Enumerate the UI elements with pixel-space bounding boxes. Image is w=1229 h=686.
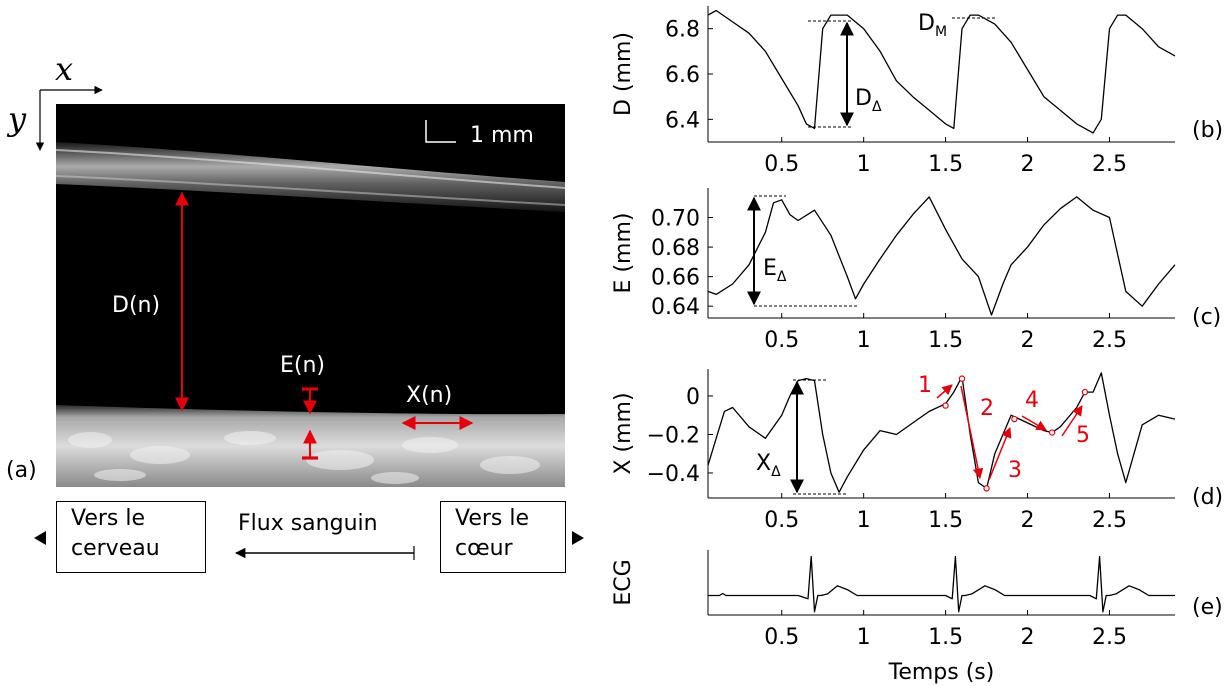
displacement-x-tick-label: 2.5 <box>1092 508 1127 533</box>
diameter-y-label: D (mm) <box>611 32 636 116</box>
displacement-y-tick-label: −0.2 <box>647 423 700 448</box>
ecg-trace <box>708 555 1175 613</box>
displacement-y-tick-label: −0.4 <box>647 462 700 487</box>
thickness-y-tick-label: 0.70 <box>651 207 700 232</box>
displacement-y-label: X (mm) <box>611 392 636 474</box>
thickness-y-label: E (mm) <box>611 213 636 294</box>
step-3-arrow <box>988 427 1012 481</box>
toward-heart-box: Vers le cœur <box>440 501 566 573</box>
label-E: E(n) <box>280 353 325 378</box>
scale-bar-label: 1 mm <box>470 123 534 148</box>
thickness-x-tick-label: 2 <box>1021 328 1035 353</box>
step-1-arrow <box>936 384 953 399</box>
thickness-y-tick-label: 0.64 <box>651 295 700 320</box>
step-2-arrow <box>960 385 984 480</box>
displacement-x-tick-label: 1.5 <box>928 508 963 533</box>
thickness-x-tick-label: 0.5 <box>764 328 799 353</box>
diameter-y-tick-label: 6.8 <box>665 18 700 43</box>
diameter-x-tick-label: 1.5 <box>928 152 963 177</box>
ecg-x-tick-label: 1.5 <box>928 625 963 650</box>
ecg-x-label: Temps (s) <box>888 660 995 685</box>
step-4-label: 4 <box>1025 388 1039 413</box>
displacement-y-tick-label: 0 <box>686 385 700 410</box>
displacement-x-tick-label: 1 <box>857 508 871 533</box>
toward-heart-line1: Vers le <box>455 506 530 531</box>
diameter-trace <box>707 9 1176 134</box>
thickness-x-tick-label: 2.5 <box>1092 328 1127 353</box>
d-delta-label: DΔ <box>855 86 882 115</box>
panel-label-a: (a) <box>6 458 37 483</box>
step-1-label: 1 <box>918 373 932 398</box>
panel-label-c: (c) <box>1192 305 1221 330</box>
displacement-marked-point <box>942 402 949 409</box>
panel-label-b: (b) <box>1192 118 1223 143</box>
thickness-trace <box>707 196 1176 316</box>
left-direction-arrow <box>34 531 46 545</box>
step-3-label: 3 <box>1008 458 1022 483</box>
toward-brain-line1: Vers le <box>71 506 146 531</box>
toward-heart-line2: cœur <box>455 536 513 561</box>
thickness-y-tick-label: 0.66 <box>651 266 700 291</box>
displacement-marked-point <box>983 485 990 492</box>
displacement-trace <box>707 372 1176 493</box>
axis-y-label: y <box>6 100 27 138</box>
step-5-label: 5 <box>1076 423 1090 448</box>
ecg-x-tick-label: 2 <box>1021 625 1035 650</box>
toward-brain-box: Vers le cerveau <box>56 501 206 573</box>
ecg-x-tick-label: 2.5 <box>1092 625 1127 650</box>
thickness-x-tick-label: 1.5 <box>928 328 963 353</box>
displacement-marked-point <box>1048 429 1056 436</box>
displacement-x-tick-label: 2 <box>1021 508 1035 533</box>
cycle-steps: 1 2 3 4 5 <box>918 373 1090 483</box>
diameter-y-tick-label: 6.4 <box>665 108 700 133</box>
ecg-x-tick-label: 1 <box>857 625 871 650</box>
toward-brain-line2: cerveau <box>71 536 160 561</box>
step-4-arrow <box>1021 415 1047 431</box>
displacement-marked-point <box>1081 388 1089 396</box>
right-direction-arrow <box>572 531 584 545</box>
thickness-y-tick-label: 0.68 <box>651 236 700 261</box>
scale-bar <box>425 120 456 143</box>
diameter-x-tick-label: 2 <box>1021 152 1035 177</box>
diameter-x-tick-label: 0.5 <box>764 152 799 177</box>
e-delta-label: EΔ <box>763 256 787 285</box>
diameter-x-tick-label: 2.5 <box>1092 152 1127 177</box>
d-max-label: DM <box>918 11 947 40</box>
diameter-x-tick-label: 1 <box>857 152 871 177</box>
axes-indicator: x y <box>6 50 103 151</box>
axis-x-label: x <box>55 50 73 88</box>
panel-label-d: (d) <box>1192 485 1223 510</box>
displacement-marked-point <box>958 375 966 382</box>
label-X: X(n) <box>406 383 452 408</box>
panel-label-e: (e) <box>1192 595 1223 620</box>
ecg-x-tick-label: 0.5 <box>764 625 799 650</box>
thickness-x-tick-label: 1 <box>857 328 871 353</box>
step-2-label: 2 <box>980 396 994 421</box>
displacement-x-tick-label: 0.5 <box>764 508 799 533</box>
x-delta-label: XΔ <box>756 451 781 480</box>
chart-group: D (mm) 6.4 6.6 6.8 0.5 1 1.5 2 2.5 E (mm) 0.64 0.66… <box>611 6 1176 685</box>
ecg-y-label: ECG <box>611 559 636 605</box>
label-D: D(n) <box>112 293 160 318</box>
displacement-marked-point <box>1011 415 1018 423</box>
blood-flow-label: Flux sanguin <box>238 511 378 536</box>
step-5-arrow <box>1061 405 1083 437</box>
diameter-y-tick-label: 6.6 <box>665 63 700 88</box>
